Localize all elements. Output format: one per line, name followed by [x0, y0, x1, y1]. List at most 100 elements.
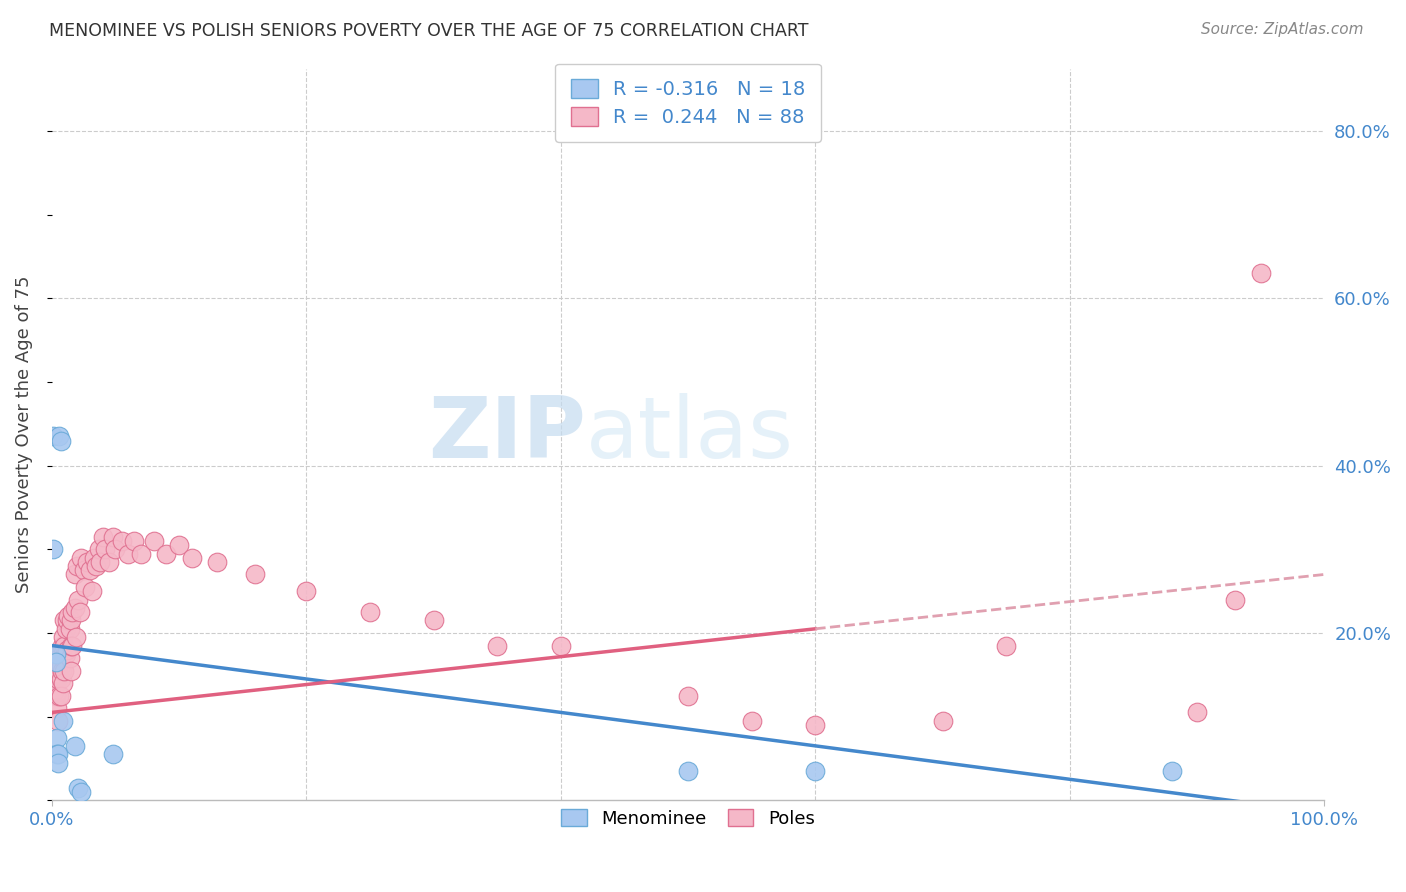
Text: ZIP: ZIP [429, 392, 586, 475]
Point [63, 600, 86, 615]
Point [63, 567, 86, 582]
Point [44, 684, 66, 698]
Point [52, 714, 75, 728]
Text: Source: ZipAtlas.com: Source: ZipAtlas.com [1201, 22, 1364, 37]
Point [1250, 266, 1272, 280]
Point [73, 580, 96, 594]
Point [56, 642, 79, 657]
Legend: Menominee, Poles: Menominee, Poles [554, 802, 823, 835]
Point [91, 530, 114, 544]
Point [931, 714, 953, 728]
Point [46, 714, 69, 728]
Point [45, 684, 67, 698]
Point [58, 622, 80, 636]
Point [55, 647, 77, 661]
Point [45, 667, 67, 681]
Point [111, 533, 134, 548]
Point [45, 701, 67, 715]
Point [52, 630, 75, 644]
Point [804, 764, 827, 778]
Point [48, 689, 70, 703]
Point [124, 533, 146, 548]
Point [84, 559, 107, 574]
Point [56, 614, 79, 628]
Point [66, 559, 89, 574]
Point [83, 550, 105, 565]
Point [52, 651, 75, 665]
Point [48, 651, 70, 665]
Point [59, 664, 82, 678]
Point [676, 764, 699, 778]
Point [70, 785, 93, 799]
Text: MENOMINEE VS POLISH SENIORS POVERTY OVER THE AGE OF 75 CORRELATION CHART: MENOMINEE VS POLISH SENIORS POVERTY OVER… [49, 22, 808, 40]
Point [45, 672, 67, 686]
Point [129, 547, 152, 561]
Point [45, 655, 67, 669]
Point [101, 747, 124, 762]
Point [49, 689, 72, 703]
Point [87, 542, 110, 557]
Point [676, 689, 699, 703]
Point [45, 655, 67, 669]
Point [45, 659, 67, 673]
Point [79, 563, 101, 577]
Point [46, 659, 69, 673]
Point [67, 780, 90, 795]
Point [72, 563, 94, 577]
Point [1225, 592, 1247, 607]
Point [67, 592, 90, 607]
Point [167, 538, 190, 552]
Point [741, 714, 763, 728]
Point [44, 655, 66, 669]
Y-axis label: Seniors Poverty Over the Age of 75: Seniors Poverty Over the Age of 75 [15, 276, 32, 593]
Point [155, 547, 177, 561]
Point [45, 647, 67, 661]
Point [1160, 764, 1182, 778]
Point [46, 672, 69, 686]
Point [45, 731, 67, 745]
Point [995, 639, 1018, 653]
Point [60, 605, 83, 619]
Point [51, 639, 73, 653]
Point [94, 542, 117, 557]
Point [55, 622, 77, 636]
Point [51, 664, 73, 678]
Point [101, 530, 124, 544]
Point [205, 555, 228, 569]
Point [53, 639, 76, 653]
Point [42, 429, 65, 443]
Point [46, 647, 69, 661]
Point [42, 647, 65, 661]
Point [45, 689, 67, 703]
Point [486, 639, 509, 653]
Point [359, 605, 381, 619]
Point [49, 672, 72, 686]
Point [52, 676, 75, 690]
Point [46, 756, 69, 770]
Point [245, 567, 267, 582]
Point [44, 672, 66, 686]
Point [53, 614, 76, 628]
Point [180, 550, 202, 565]
Text: atlas: atlas [586, 392, 794, 475]
Point [804, 718, 827, 732]
Point [65, 630, 87, 644]
Point [45, 747, 67, 762]
Point [295, 584, 318, 599]
Point [49, 659, 72, 673]
Point [89, 555, 111, 569]
Point [63, 739, 86, 753]
Point [42, 667, 65, 681]
Point [42, 655, 65, 669]
Point [42, 542, 65, 557]
Point [117, 547, 139, 561]
Point [48, 429, 70, 443]
Point [76, 555, 98, 569]
Point [58, 651, 80, 665]
Point [59, 614, 82, 628]
Point [82, 584, 104, 599]
Point [422, 614, 444, 628]
Point [58, 609, 80, 624]
Point [70, 550, 93, 565]
Point [104, 542, 127, 557]
